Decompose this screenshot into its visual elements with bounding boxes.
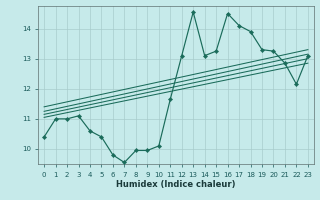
X-axis label: Humidex (Indice chaleur): Humidex (Indice chaleur): [116, 180, 236, 189]
